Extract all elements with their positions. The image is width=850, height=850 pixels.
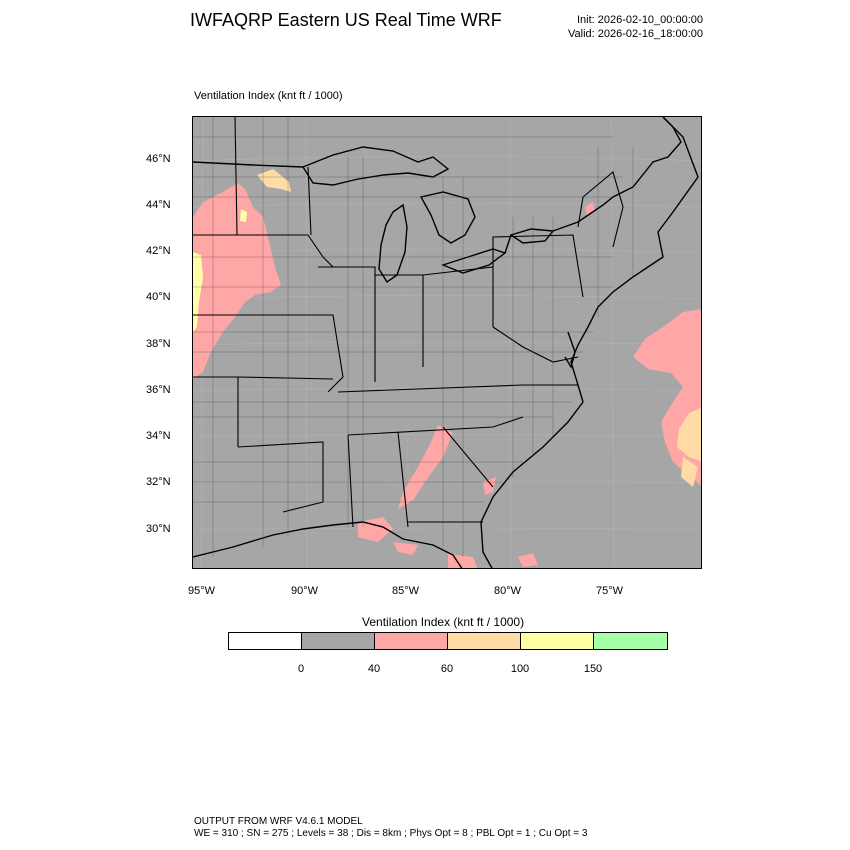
border-ms-al bbox=[347, 434, 354, 528]
border-wi-mn bbox=[307, 166, 312, 236]
lat-label-40: 40°N bbox=[146, 291, 171, 303]
border-il bbox=[318, 266, 376, 382]
pink-patch-florida bbox=[393, 542, 418, 555]
colorbar-box-5 bbox=[521, 633, 594, 649]
run-times: Init: 2026-02-10_00:00:00 Valid: 2026-02… bbox=[568, 13, 703, 41]
colorbar-title: Ventilation Index (knt ft / 1000) bbox=[362, 615, 525, 629]
pink-region-west bbox=[193, 183, 281, 379]
colorbar-box-3 bbox=[375, 633, 448, 649]
footer-line-1: OUTPUT FROM WRF V4.6.1 MODEL bbox=[194, 816, 363, 827]
yellow-patch-mn bbox=[240, 209, 247, 222]
lat-label-36: 36°N bbox=[146, 384, 171, 396]
lat-label-46: 46°N bbox=[146, 153, 171, 165]
atlantic-coast bbox=[480, 117, 699, 568]
yellow-region-west bbox=[193, 252, 203, 332]
map-title: IWFAQRP Eastern US Real Time WRF bbox=[190, 10, 502, 30]
pink-streak-georgia bbox=[398, 425, 453, 509]
init-time: Init: 2026-02-10_00:00:00 bbox=[577, 14, 703, 26]
lake-huron bbox=[419, 191, 476, 244]
lon-label-80: 80°W bbox=[494, 585, 522, 597]
orange-patch-atlantic bbox=[681, 457, 698, 487]
colorbar-box-1 bbox=[229, 633, 302, 649]
colorbar-box-4 bbox=[448, 633, 521, 649]
colorbar-tick-150: 150 bbox=[583, 663, 603, 675]
map-background bbox=[193, 117, 701, 568]
county-lines bbox=[193, 117, 634, 557]
border-la-ar bbox=[237, 441, 324, 513]
border-canada-east bbox=[552, 117, 682, 232]
border-ar-mo bbox=[237, 376, 334, 380]
pink-patch-offshore-se bbox=[518, 553, 538, 567]
lat-label-30: 30°N bbox=[146, 523, 171, 535]
border-niagara bbox=[504, 234, 512, 254]
orange-patch-wi bbox=[257, 169, 291, 192]
pink-patch-carolina bbox=[483, 477, 496, 495]
border-west-mn bbox=[234, 117, 238, 236]
lon-label-95: 95°W bbox=[188, 585, 216, 597]
border-mn-ia bbox=[193, 234, 334, 268]
border-al-ga bbox=[397, 431, 409, 528]
colorbar bbox=[228, 632, 668, 650]
field-label: Ventilation Index (knt ft / 1000) bbox=[194, 90, 343, 102]
map-panel bbox=[192, 116, 702, 569]
footer-line-2: WE = 310 ; SN = 275 ; Levels = 38 ; Dis … bbox=[194, 828, 588, 839]
lat-label-32: 32°N bbox=[146, 476, 171, 488]
map-svg bbox=[193, 117, 701, 568]
lake-michigan bbox=[378, 203, 408, 283]
lat-label-38: 38°N bbox=[146, 338, 171, 350]
border-tn-kentucky bbox=[337, 384, 578, 393]
colorbar-tick-40: 40 bbox=[367, 663, 381, 675]
colorbar-tick-100: 100 bbox=[510, 663, 530, 675]
chesapeake-bay bbox=[564, 331, 576, 369]
colorbar-tick-60: 60 bbox=[440, 663, 454, 675]
border-ga-sc bbox=[442, 426, 494, 488]
colorbar-tick-0: 0 bbox=[297, 663, 305, 675]
model-footer: OUTPUT FROM WRF V4.6.1 MODEL WE = 310 ; … bbox=[194, 816, 587, 840]
lake-superior bbox=[301, 146, 450, 186]
lat-label-34: 34°N bbox=[146, 430, 171, 442]
vi-shading bbox=[193, 169, 701, 568]
valid-time: Valid: 2026-02-16_18:00:00 bbox=[568, 28, 703, 40]
border-wv-va bbox=[492, 326, 579, 363]
lat-label-42: 42°N bbox=[146, 245, 171, 257]
orange-region-atlantic bbox=[677, 407, 701, 462]
colorbar-box-2 bbox=[302, 633, 375, 649]
border-ny-ne bbox=[577, 171, 624, 248]
lon-label-85: 85°W bbox=[392, 585, 420, 597]
lon-label-75: 75°W bbox=[596, 585, 624, 597]
lat-label-44: 44°N bbox=[146, 199, 171, 211]
lon-label-90: 90°W bbox=[291, 585, 319, 597]
colorbar-box-6 bbox=[594, 633, 667, 649]
